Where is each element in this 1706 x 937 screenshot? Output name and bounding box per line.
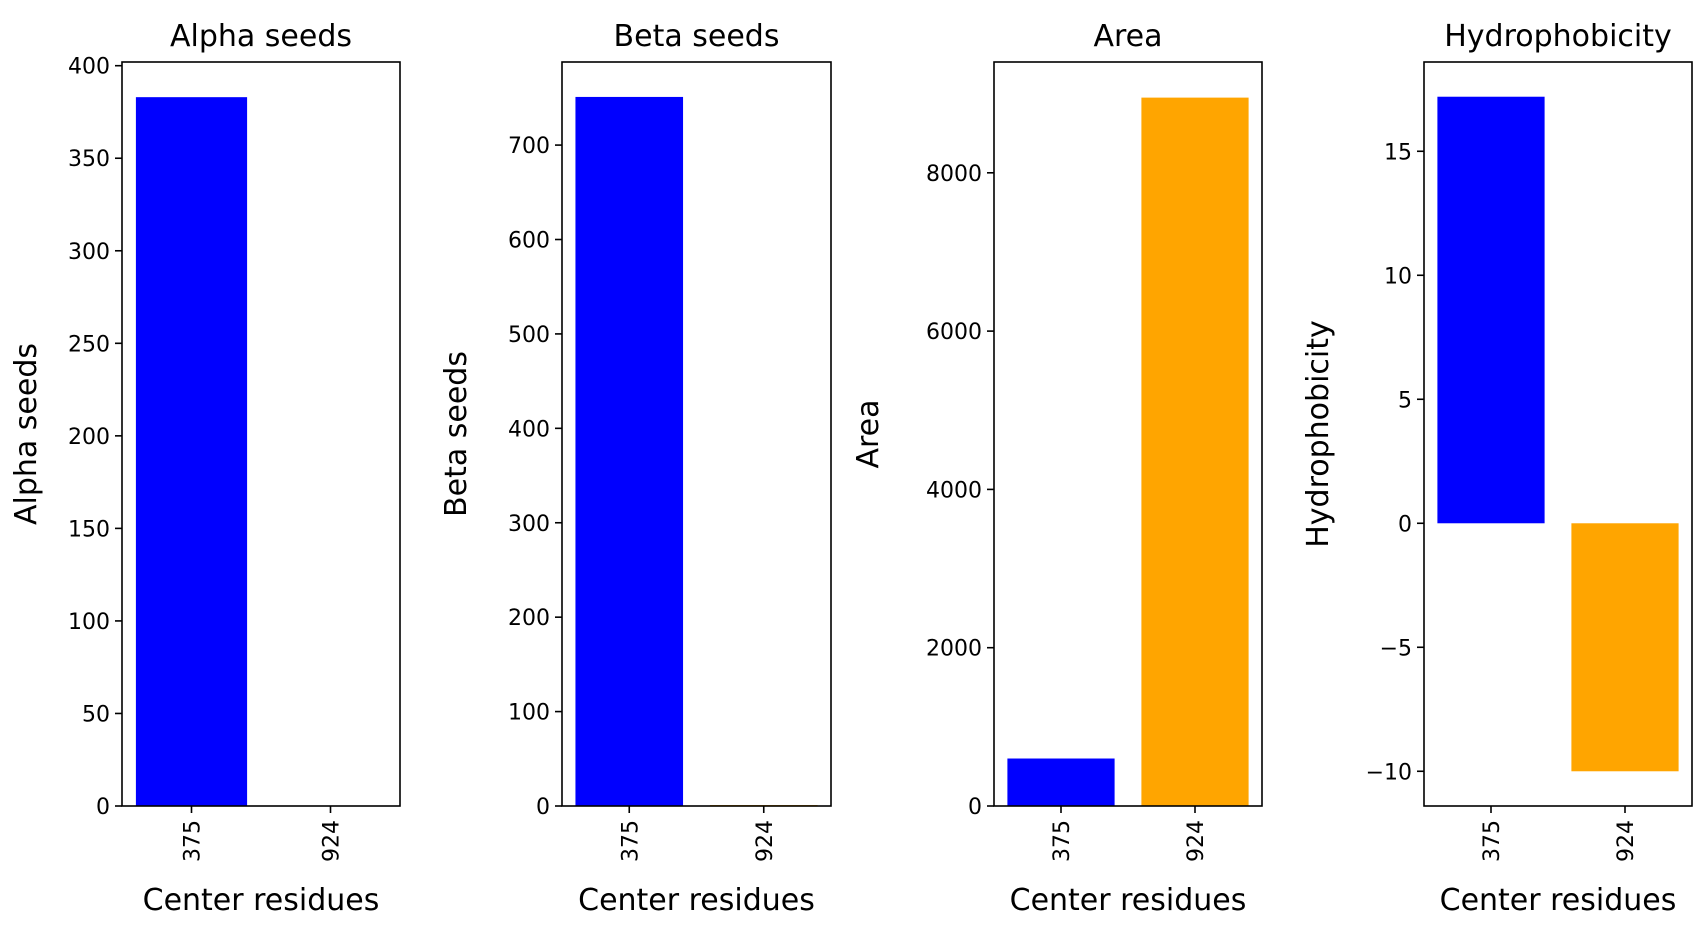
bar-375 (135, 97, 248, 806)
y-tick-label: 400 (68, 55, 110, 80)
x-tick-label: 375 (1050, 820, 1075, 862)
y-axis-label: Area (851, 399, 886, 468)
y-tick-label: 100 (68, 610, 110, 635)
y-tick-label: 200 (68, 425, 110, 450)
x-tick-label: 375 (1480, 820, 1505, 862)
plot-frame (121, 61, 401, 807)
y-tick-label: 0 (1398, 512, 1412, 537)
y-tick-label: 300 (508, 512, 550, 537)
bar-924 (1141, 97, 1249, 807)
bar-375 (1007, 758, 1115, 806)
chart-panel-3: 0 2000 4000 6000 8000 375 924 Area Center residu… (851, 19, 1263, 918)
x-tick-label: 924 (1614, 820, 1639, 862)
x-axis-label: Center residues (1010, 883, 1247, 918)
y-tick-label: 250 (68, 332, 110, 357)
y-tick-label: 100 (508, 701, 550, 726)
x-tick-label: 375 (181, 820, 206, 862)
plot-frame (561, 61, 832, 807)
x-axis-label: Center residues (578, 883, 815, 918)
y-tick-label: 600 (508, 229, 550, 254)
y-axis-label: Alpha seeds (9, 343, 44, 525)
y-tick-label: 400 (508, 417, 550, 442)
chart-panel-4: −10 −5 0 5 10 15 375 924 Hydrophobicity Center re… (1301, 19, 1693, 918)
y-tick-label: 200 (508, 606, 550, 631)
y-axis-label: Beta seeds (439, 351, 474, 517)
x-tick-label: 924 (320, 820, 345, 862)
y-tick-label: 350 (68, 147, 110, 172)
y-tick-label: 10 (1384, 264, 1412, 289)
y-tick-label: 2000 (926, 637, 982, 662)
y-tick-label: 0 (96, 795, 110, 820)
y-tick-label: 0 (536, 795, 550, 820)
y-tick-label: 0 (968, 795, 982, 820)
y-tick-label: 4000 (926, 478, 982, 503)
panel-title: Area (1093, 19, 1162, 54)
bar-924 (1571, 523, 1679, 772)
y-tick-label: 500 (508, 323, 550, 348)
x-axis-label: Center residues (143, 883, 380, 918)
bar-375 (575, 96, 684, 806)
y-tick-label: 150 (68, 517, 110, 542)
chart-panel-2: 0 100 200 300 400 500 600 700 375 924 Beta seeds Ce… (439, 19, 832, 918)
chart-panel-1: 0 50 100 150 200 250 300 350 400 375 924 Alpha seed… (9, 19, 401, 918)
y-tick-label: 5 (1398, 388, 1412, 413)
y-tick-label: 300 (68, 240, 110, 265)
bar-375 (1437, 96, 1545, 524)
panel-title: Alpha seeds (170, 19, 352, 54)
plot-frame (993, 61, 1263, 807)
y-axis-label: Hydrophobicity (1301, 320, 1336, 548)
panel-title: Hydrophobicity (1444, 19, 1672, 54)
plot-frame (1423, 61, 1693, 807)
y-tick-label: 6000 (926, 320, 982, 345)
panel-title: Beta seeds (614, 19, 780, 54)
x-tick-label: 924 (753, 820, 778, 862)
y-tick-label: −5 (1380, 636, 1412, 661)
x-tick-label: 924 (1184, 820, 1209, 862)
y-tick-label: 8000 (926, 162, 982, 187)
y-tick-label: −10 (1366, 760, 1412, 785)
y-tick-label: 15 (1384, 140, 1412, 165)
x-tick-label: 375 (618, 820, 643, 862)
y-tick-label: 700 (508, 134, 550, 159)
y-tick-label: 50 (82, 702, 110, 727)
x-axis-label: Center residues (1440, 883, 1677, 918)
